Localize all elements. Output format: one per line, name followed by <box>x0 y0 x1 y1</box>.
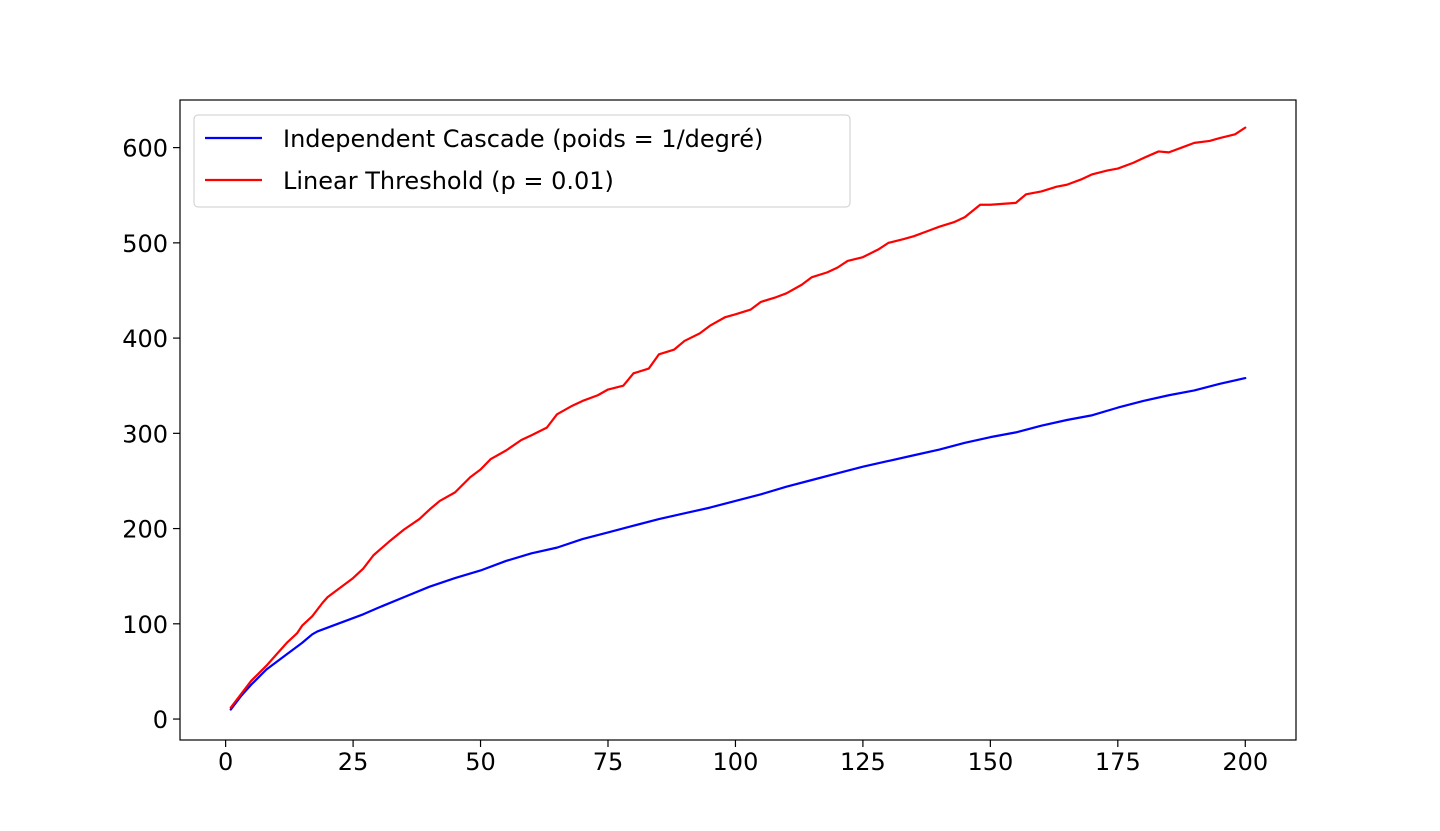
plot-frame <box>179 99 1297 741</box>
y-axis: 0 100 200 300 400 500 600 <box>122 135 180 734</box>
legend-label-2: Linear Threshold (p = 0.01) <box>283 167 614 195</box>
x-tick-label: 200 <box>1222 748 1268 776</box>
series-layer <box>229 126 1247 711</box>
legend-box <box>193 114 851 208</box>
x-tick-label: 150 <box>967 748 1013 776</box>
y-tick-label: 600 <box>122 135 168 163</box>
legend-label-1: Independent Cascade (poids = 1/degré) <box>283 125 763 153</box>
y-tick-label: 200 <box>122 516 168 544</box>
y-tick-label: 500 <box>122 230 168 258</box>
y-tick-label: 400 <box>122 325 168 353</box>
x-axis: 0 25 50 75 100 125 150 175 200 <box>218 740 1268 776</box>
x-tick-label: 100 <box>713 748 759 776</box>
x-tick-label: 25 <box>338 748 369 776</box>
y-tick-label: 100 <box>122 611 168 639</box>
x-tick-label: 75 <box>593 748 624 776</box>
x-tick-label: 175 <box>1095 748 1141 776</box>
x-tick-label: 50 <box>465 748 496 776</box>
legend: Independent Cascade (poids = 1/degré) Lin… <box>193 114 851 208</box>
y-tick-label: 0 <box>153 706 168 734</box>
x-tick-label: 0 <box>218 748 233 776</box>
y-tick-label: 300 <box>122 420 168 448</box>
series-line-1 <box>229 377 1247 711</box>
x-tick-label: 125 <box>840 748 886 776</box>
series-line-2 <box>229 126 1247 709</box>
